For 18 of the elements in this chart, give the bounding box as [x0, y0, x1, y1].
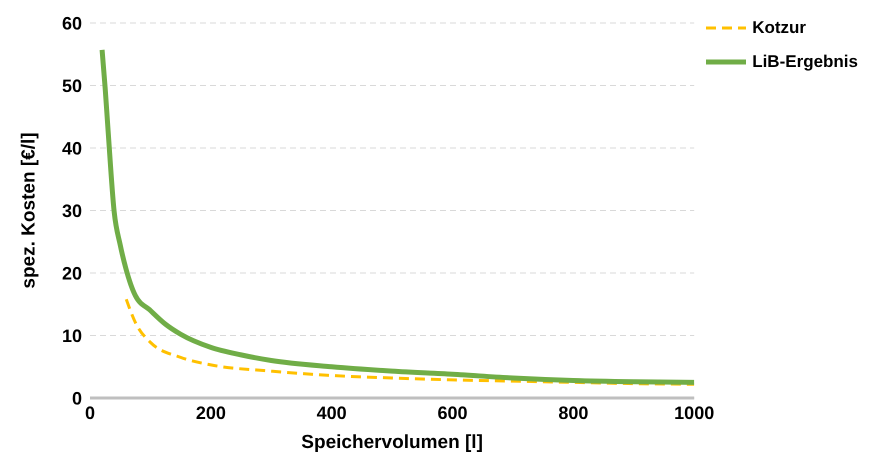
x-axis-title: Speichervolumen [l]	[301, 432, 483, 453]
y-tick-label: 60	[62, 13, 82, 34]
x-tick-label: 0	[84, 402, 96, 423]
y-tick-label: 50	[62, 76, 82, 96]
legend-label: Kotzur	[752, 18, 806, 38]
line-series	[124, 298, 694, 386]
y-axis-title: spez. Kosten [€/l]	[18, 132, 40, 289]
y-tick-label: 10	[62, 326, 82, 346]
legend-label: LiB-Ergebnis	[752, 52, 858, 72]
y-tick-label: 0	[72, 388, 82, 408]
y-tick-label: 20	[62, 263, 82, 284]
x-tick-label: 400	[316, 402, 347, 423]
x-tick-label: 200	[196, 402, 226, 423]
y-tick-label: 30	[62, 200, 82, 221]
x-tick-label: 600	[438, 402, 468, 423]
x-tick-label: 800	[558, 402, 588, 423]
x-tick-label: 1000	[674, 402, 714, 423]
y-tick-label: 40	[62, 138, 82, 158]
